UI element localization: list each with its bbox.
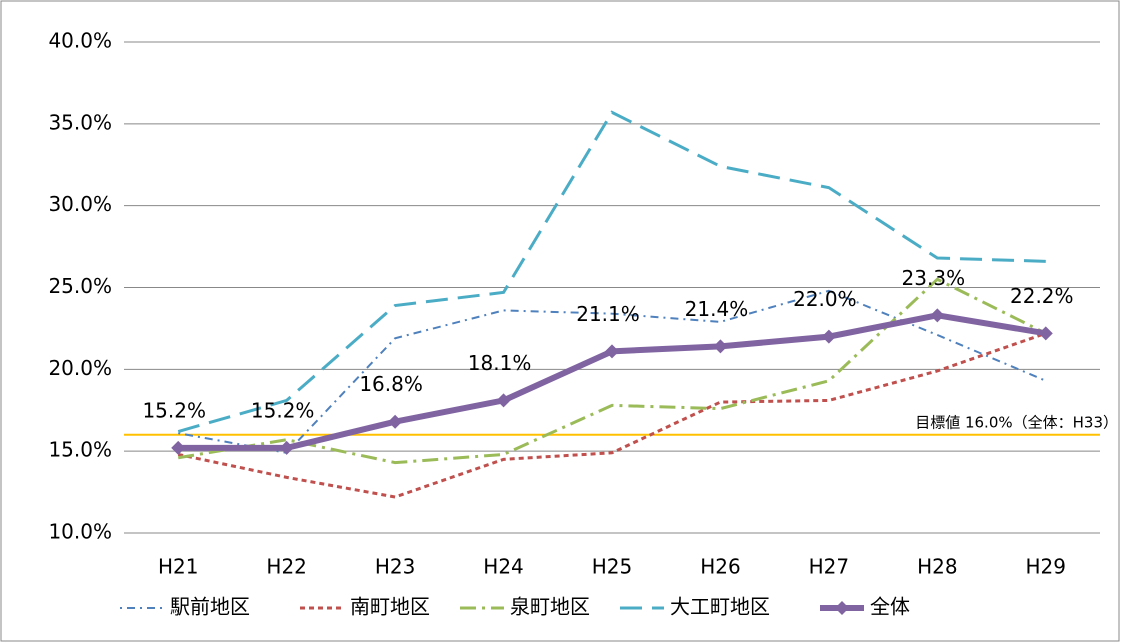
data-label: 23.3% [902, 266, 966, 290]
y-tick-label: 15.0% [48, 438, 112, 462]
legend-label: 大工町地区 [670, 595, 770, 619]
series-line [177, 110, 1046, 433]
legend-label: 駅前地区 [170, 595, 250, 619]
series-line [177, 277, 1047, 465]
x-tick-label: H24 [483, 555, 524, 579]
x-tick-label: H28 [917, 555, 958, 579]
x-tick-label: H26 [700, 555, 741, 579]
y-tick-label: 25.0% [48, 274, 112, 298]
y-tick-label: 20.0% [48, 356, 112, 380]
series-line [177, 331, 1047, 499]
x-tick-label: H29 [1026, 555, 1067, 579]
point-marker [930, 308, 945, 323]
point-marker [1038, 326, 1053, 341]
target-label: 目標値 16.0%（全体：H33） [915, 413, 1118, 431]
y-tick-label: 10.0% [48, 520, 112, 544]
point-marker [279, 440, 294, 455]
data-label: 21.4% [685, 297, 749, 321]
data-label: 21.1% [576, 302, 640, 326]
data-label: 16.8% [359, 372, 423, 396]
x-tick-label: H22 [266, 555, 307, 579]
data-label: 22.0% [793, 287, 857, 311]
data-label: 15.2% [142, 398, 206, 422]
legend-label: 全体 [870, 595, 910, 619]
legend-label: 泉町地区 [510, 595, 590, 619]
x-tick-label: H27 [809, 555, 850, 579]
y-tick-label: 40.0% [48, 29, 112, 53]
x-tick-label: H23 [375, 555, 416, 579]
point-marker [821, 329, 836, 344]
point-marker [171, 440, 186, 455]
y-tick-label: 35.0% [48, 110, 112, 134]
point-marker [388, 414, 403, 429]
data-label: 18.1% [468, 351, 532, 375]
legend-marker [835, 601, 849, 615]
y-tick-label: 30.0% [48, 192, 112, 216]
point-marker [605, 344, 619, 359]
point-marker [496, 393, 511, 408]
point-marker [713, 339, 728, 354]
data-label: 22.2% [1010, 284, 1074, 308]
x-tick-label: H25 [592, 555, 633, 579]
legend-label: 南町地区 [350, 595, 430, 619]
data-label: 15.2% [251, 398, 315, 422]
x-tick-label: H21 [158, 555, 199, 579]
